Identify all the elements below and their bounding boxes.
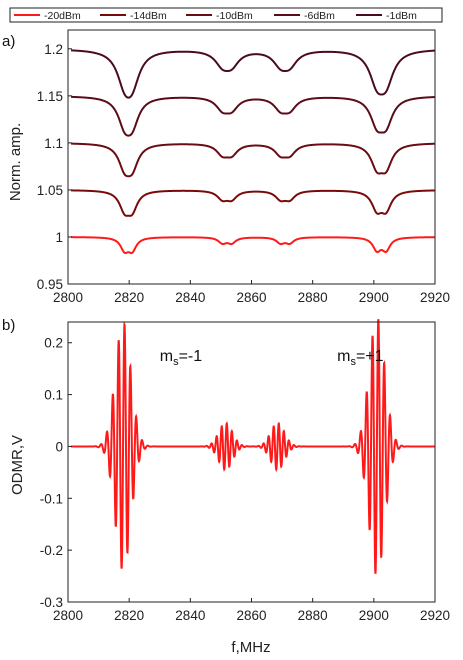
a-xtick-label: 2880	[298, 290, 328, 305]
legend-entry: -20dBm	[44, 10, 81, 22]
panel-a: a) Norm. amp. 0.95 1 1.05 1.1 1.15 1.2 2800 282…	[2, 29, 450, 305]
a-xtick-label: 2920	[420, 290, 450, 305]
b-ytick-label: -0.2	[40, 543, 63, 558]
series-line-6dBm	[71, 95, 436, 137]
panel-b-label: b)	[2, 317, 15, 334]
odmr-series-line	[71, 318, 435, 574]
a-ytick-label: 1	[55, 230, 63, 245]
legend-entry: -1dBm	[386, 10, 417, 22]
b-xtick-label: 2840	[175, 608, 205, 623]
series-line-10dBm	[71, 142, 436, 178]
b-xtick-label: 2800	[53, 608, 83, 623]
b-xtick-label: 2920	[420, 608, 450, 623]
a-ytick-label: 1.15	[37, 89, 63, 104]
b-ytick-label: -0.1	[40, 491, 63, 506]
b-xtick-label: 2820	[114, 608, 144, 623]
a-ytick-label: 1.1	[44, 136, 63, 151]
series-line-20dBm	[71, 236, 436, 255]
legend-box	[9, 7, 443, 23]
b-xtick-label: 2860	[236, 608, 266, 623]
a-ytick-label: 0.95	[37, 277, 63, 292]
b-xtick-label: 2900	[359, 608, 389, 623]
b-ytick-label: 0	[55, 439, 63, 454]
panel-a-ylabel: Norm. amp.	[7, 123, 24, 201]
legend: -20dBm -14dBm -10dBm -6dBm -1dBm	[9, 7, 443, 23]
a-xtick-label: 2800	[53, 290, 83, 305]
b-ytick-label: 0.2	[44, 336, 63, 351]
a-xtick-label: 2820	[114, 290, 144, 305]
panel-a-frame	[67, 29, 436, 285]
a-ytick-label: 1.2	[44, 42, 63, 57]
legend-entry: -14dBm	[130, 10, 167, 22]
legend-entry: -6dBm	[304, 10, 335, 22]
annotation-ms-plus-one: ms=+1	[337, 348, 384, 368]
b-xtick-label: 2880	[298, 608, 328, 623]
b-ytick-label: -0.3	[40, 595, 63, 610]
legend-entry: -10dBm	[216, 10, 253, 22]
a-xtick-label: 2840	[175, 290, 205, 305]
annotation-ms-minus-one: ms=-1	[160, 348, 203, 368]
panel-a-label: a)	[2, 33, 15, 50]
panel-b-ylabel: ODMR,V	[9, 435, 26, 495]
b-ytick-label: 0.1	[44, 388, 63, 403]
a-ytick-label: 1.05	[37, 183, 63, 198]
panel-b-xlabel: f,MHz	[231, 639, 270, 656]
a-xtick-label: 2860	[236, 290, 266, 305]
series-line-1dBm	[71, 49, 436, 99]
a-xtick-label: 2900	[359, 290, 389, 305]
panel-b: b) ODMR,V f,MHz -0.3 -0.2 -0.1 0 0.1 0.2 2800 2…	[2, 317, 450, 656]
series-line-14dBm	[71, 189, 435, 217]
